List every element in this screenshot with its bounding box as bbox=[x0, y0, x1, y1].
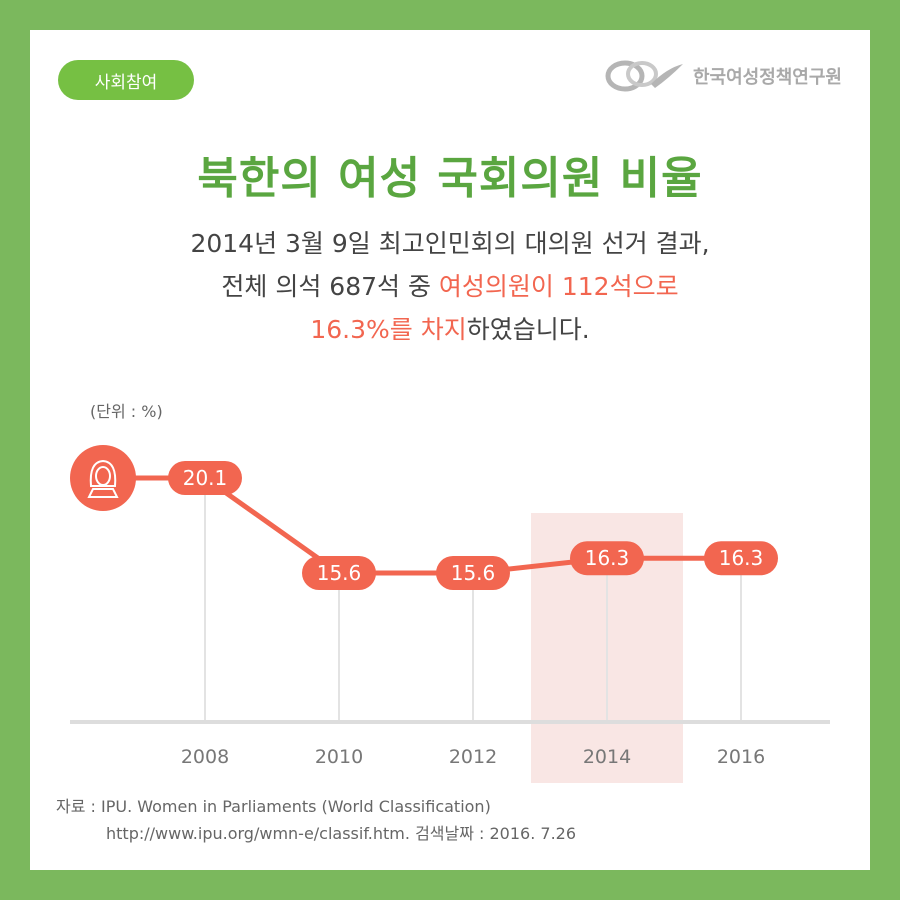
source-line-2: http://www.ipu.org/wmn-e/classif.htm. 검색… bbox=[106, 824, 577, 843]
description-line-3-highlight: 16.3%를 차지 bbox=[310, 315, 467, 344]
data-label-2010: 15.6 bbox=[317, 561, 362, 585]
data-label-2014: 16.3 bbox=[585, 546, 630, 570]
description-line-3-plain: 하였습니다. bbox=[466, 315, 590, 344]
page-title: 북한의 여성 국회의원 비율 bbox=[197, 153, 703, 204]
institute-logo-icon bbox=[605, 60, 683, 92]
data-point-2010 bbox=[302, 556, 376, 590]
x-tick-label-2010: 2010 bbox=[315, 746, 363, 768]
data-label-2016: 16.3 bbox=[719, 546, 764, 570]
description-line-2: 전체 의석 687석 중 여성의원이 112석으로 bbox=[30, 265, 870, 308]
source-note: 자료 : IPU. Women in Parliaments (World Cl… bbox=[56, 793, 576, 847]
woman-face-icon bbox=[70, 445, 136, 511]
institute-logo: 한국여성정책연구원 bbox=[605, 58, 842, 94]
category-tag: 사회참여 bbox=[58, 60, 194, 100]
data-point-2008 bbox=[168, 461, 242, 495]
data-point-2016 bbox=[704, 541, 778, 576]
data-point-2012 bbox=[436, 556, 510, 590]
description: 2014년 3월 9일 최고인민회의 대의원 선거 결과, 전체 의석 687석… bbox=[30, 222, 870, 351]
data-label-2008: 20.1 bbox=[183, 466, 228, 490]
org-name: 한국여성정책연구원 bbox=[692, 67, 842, 88]
x-tick-label-2012: 2012 bbox=[449, 746, 497, 768]
source-line-1: 자료 : IPU. Women in Parliaments (World Cl… bbox=[56, 797, 491, 816]
description-line-2-plain: 전체 의석 687석 중 bbox=[221, 272, 439, 301]
description-line-1: 2014년 3월 9일 최고인민회의 대의원 선거 결과, bbox=[190, 229, 710, 258]
data-point-2014 bbox=[570, 541, 644, 576]
infographic-card: 사회참여 한국여성정책연구원 북한의 여성 국회의원 비율 2014년 3월 9… bbox=[30, 30, 870, 870]
description-line-2-highlight: 여성의원이 112석으로 bbox=[438, 272, 679, 301]
x-tick-label-2008: 2008 bbox=[181, 746, 229, 768]
unit-label: (단위 : %) bbox=[90, 402, 163, 421]
x-tick-label-2016: 2016 bbox=[717, 746, 765, 768]
description-line-3: 16.3%를 차지하였습니다. bbox=[30, 308, 870, 351]
x-tick-label-2014: 2014 bbox=[583, 746, 631, 768]
data-label-2012: 15.6 bbox=[451, 561, 496, 585]
